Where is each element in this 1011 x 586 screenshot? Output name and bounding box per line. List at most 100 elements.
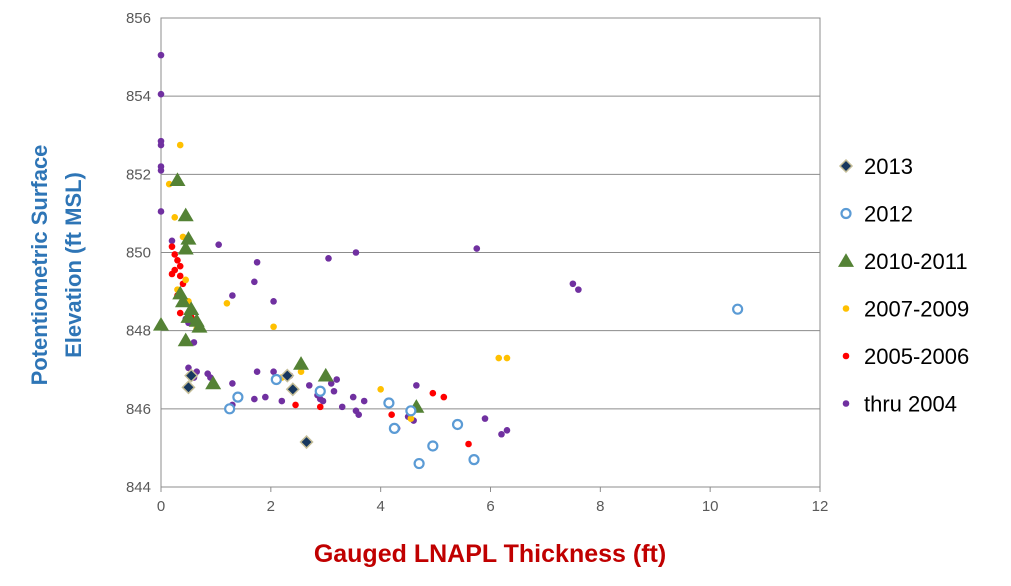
legend-marker: [838, 158, 854, 174]
data-point: [451, 418, 464, 431]
data-point: [168, 243, 176, 250]
data-point: [157, 90, 165, 98]
legend-marker: [842, 305, 850, 312]
legend-marker: [838, 253, 854, 267]
y-tick-label: 856: [126, 10, 151, 27]
y-tick-label: 850: [126, 245, 151, 262]
data-point: [177, 207, 194, 222]
data-point: [413, 382, 420, 389]
y-axis-ticks: 844 846 848 850 852 854 856: [126, 10, 151, 496]
data-point: [229, 292, 236, 299]
data-point: [314, 385, 326, 397]
data-point: [180, 231, 197, 245]
data-point: [481, 415, 489, 422]
data-point: [316, 403, 324, 411]
data-point: [176, 309, 184, 317]
data-point: [157, 141, 165, 149]
data-point: [569, 280, 577, 288]
data-point: [177, 332, 194, 347]
data-point: [215, 241, 222, 248]
data-point: [278, 397, 286, 405]
data-point: [388, 411, 395, 418]
data-point: [325, 255, 332, 262]
data-point: [157, 51, 165, 59]
data-point: [185, 364, 192, 372]
data-point: [413, 457, 425, 470]
data-point: [176, 272, 184, 280]
data-point: [355, 411, 363, 418]
data-point: [174, 293, 191, 308]
data-point: [468, 454, 480, 466]
data-point: [270, 298, 277, 305]
legend-label: 2013: [864, 154, 913, 179]
y-tick-label: 846: [126, 401, 151, 418]
data-point: [191, 318, 208, 333]
data-point: [297, 368, 305, 376]
data-point: [224, 403, 236, 415]
data-point: [251, 395, 258, 403]
data-point: [229, 380, 236, 387]
data-point: [299, 434, 314, 450]
data-point: [253, 258, 261, 266]
y-tick-label: 844: [126, 479, 151, 496]
data-point: [180, 309, 197, 323]
data-point: [176, 141, 184, 149]
data-point: [157, 208, 165, 215]
x-tick-label: 8: [596, 498, 604, 515]
data-point: [377, 385, 384, 393]
data-point: [352, 249, 360, 256]
data-point: [172, 285, 189, 300]
data-point: [253, 368, 261, 376]
y-tick-label: 852: [126, 166, 151, 183]
data-point: [292, 401, 299, 409]
data-point: [473, 245, 481, 252]
gridlines: [161, 17, 820, 488]
data-point: [223, 300, 231, 307]
data-point: [495, 354, 503, 362]
legend-marker: [842, 400, 850, 407]
data-point: [205, 375, 222, 390]
legend-label: 2007-2009: [864, 297, 969, 322]
data-point: [732, 303, 744, 315]
data-point: [305, 382, 313, 389]
data-point: [317, 367, 334, 382]
data-point: [153, 317, 169, 331]
data-point: [182, 276, 190, 284]
data-point: [407, 415, 415, 422]
data-point: [270, 368, 277, 376]
data-point: [440, 393, 448, 401]
legend: 2013 2012 2010-2011 2007-2009 2005-2006 thru …: [838, 154, 969, 417]
data-point: [503, 354, 511, 362]
data-point: [177, 240, 194, 255]
data-point: [280, 368, 295, 383]
data-point: [168, 270, 176, 278]
data-point: [465, 440, 472, 448]
data-point: [405, 405, 417, 417]
data-point: [575, 286, 582, 293]
data-point: [388, 422, 400, 434]
data-point: [171, 251, 179, 258]
legend-label: thru 2004: [864, 392, 957, 417]
data-point: [429, 389, 437, 397]
data-point: [327, 380, 335, 387]
data-point: [157, 167, 165, 174]
x-axis-ticks: 0 2 4 6 8 10 12: [157, 487, 829, 515]
data-point: [349, 393, 357, 401]
data-point: [270, 323, 277, 331]
legend-label: 2012: [864, 202, 913, 227]
data-points: [153, 51, 744, 470]
data-point: [383, 397, 395, 409]
data-point: [174, 257, 181, 264]
data-point: [270, 373, 282, 386]
y-tick-label: 854: [126, 88, 151, 105]
data-point: [251, 278, 258, 286]
data-point: [503, 427, 511, 434]
y-tick-label: 848: [126, 323, 151, 340]
data-point: [171, 214, 179, 221]
data-point: [176, 262, 184, 270]
data-point: [333, 376, 341, 383]
data-point: [262, 393, 269, 401]
y-axis-title-line-1: Potentiometric Surface: [27, 145, 52, 386]
x-tick-label: 12: [812, 498, 829, 515]
